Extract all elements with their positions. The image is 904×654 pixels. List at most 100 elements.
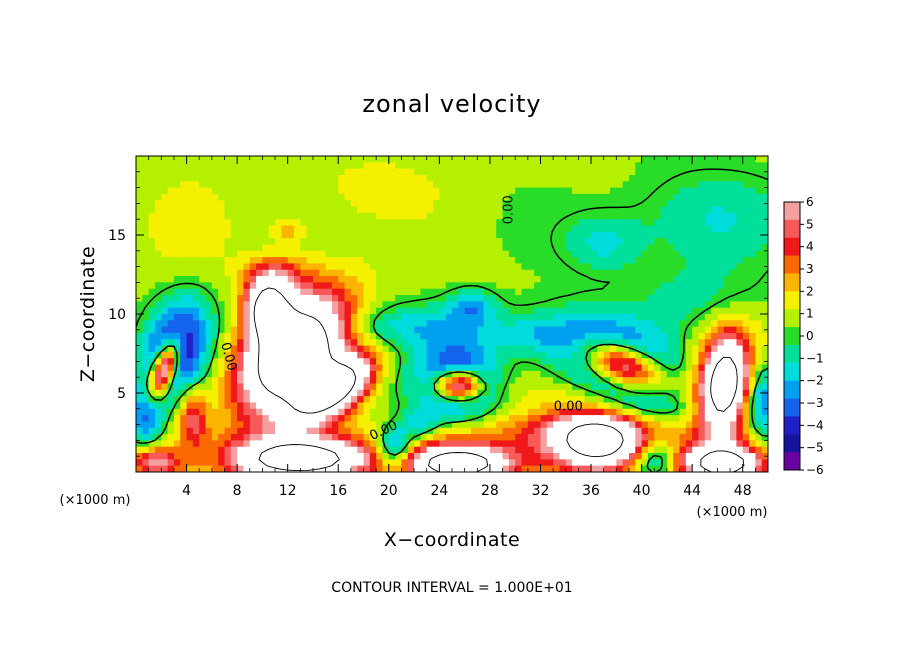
- field-cell: [249, 421, 257, 429]
- field-cell: [369, 453, 377, 460]
- field-cell: [458, 276, 466, 283]
- field-cell: [439, 465, 447, 472]
- field-cell: [199, 320, 207, 328]
- field-cell: [477, 219, 485, 227]
- field-cell: [647, 440, 655, 448]
- field-cell: [199, 370, 207, 378]
- field-cell: [369, 339, 377, 347]
- field-cell: [275, 225, 282, 233]
- field-cell: [167, 351, 175, 359]
- field-cell: [199, 408, 207, 416]
- field-cell: [211, 238, 219, 246]
- field-cell: [546, 244, 554, 252]
- field-cell: [275, 408, 282, 416]
- field-cell: [742, 427, 750, 435]
- field-cell: [414, 358, 421, 366]
- field-cell: [268, 276, 276, 283]
- field-cell: [426, 453, 434, 460]
- field-cell: [287, 238, 295, 246]
- field-cell: [312, 434, 320, 441]
- field-cell: [287, 415, 295, 423]
- field-cell: [205, 459, 213, 467]
- field-cell: [199, 465, 207, 472]
- field-cell: [350, 421, 358, 429]
- field-cell: [357, 351, 365, 359]
- field-cell: [736, 156, 744, 163]
- field-cell: [350, 181, 358, 189]
- field-cell: [433, 421, 440, 429]
- field-cell: [230, 446, 238, 454]
- field-cell: [338, 415, 346, 423]
- field-cell: [186, 225, 194, 233]
- field-cell: [540, 332, 548, 340]
- field-cell: [679, 364, 687, 372]
- field-cell: [584, 408, 592, 416]
- field-cell: [673, 250, 681, 258]
- field-cell: [489, 396, 497, 404]
- field-cell: [515, 345, 523, 353]
- field-cell: [521, 288, 529, 296]
- field-cell: [654, 427, 662, 435]
- field-cell: [237, 421, 245, 429]
- field-cell: [211, 377, 219, 385]
- field-cell: [610, 187, 617, 195]
- field-cell: [426, 314, 434, 321]
- field-cell: [711, 358, 719, 366]
- field-cell: [306, 288, 314, 296]
- field-cell: [660, 187, 668, 195]
- field-cell: [666, 200, 674, 208]
- field-cell: [369, 257, 377, 265]
- field-cell: [344, 276, 352, 283]
- field-cell: [572, 219, 579, 227]
- field-cell: [256, 415, 263, 423]
- field-cell: [515, 408, 523, 416]
- field-cell: [755, 187, 763, 195]
- field-cell: [704, 231, 712, 239]
- field-cell: [433, 212, 440, 220]
- field-cell: [439, 396, 447, 404]
- field-cell: [597, 250, 605, 258]
- field-cell: [218, 446, 226, 454]
- field-cell: [704, 174, 712, 182]
- field-cell: [603, 231, 611, 239]
- field-cell: [723, 187, 731, 195]
- field-cell: [262, 187, 270, 195]
- field-cell: [603, 174, 611, 182]
- field-cell: [344, 301, 352, 309]
- field-cell: [363, 200, 371, 208]
- field-cell: [742, 263, 750, 271]
- field-cell: [186, 263, 194, 271]
- field-cell: [742, 282, 750, 290]
- field-cell: [591, 257, 598, 265]
- field-cell: [414, 446, 421, 454]
- field-cell: [584, 276, 592, 283]
- field-cell: [224, 156, 232, 163]
- field-cell: [692, 326, 700, 334]
- field-cell: [136, 408, 143, 416]
- field-cell: [717, 345, 725, 353]
- field-cell: [407, 212, 415, 220]
- field-cell: [635, 459, 643, 467]
- field-cell: [755, 244, 763, 252]
- field-cell: [357, 200, 365, 208]
- field-cell: [704, 364, 712, 372]
- field-cell: [742, 250, 750, 258]
- field-cell: [420, 440, 428, 448]
- field-cell: [382, 225, 390, 233]
- field-cell: [395, 231, 403, 239]
- field-cell: [338, 263, 346, 271]
- field-cell: [483, 396, 491, 404]
- field-cell: [572, 377, 579, 385]
- field-cell: [211, 206, 219, 214]
- field-cell: [730, 446, 737, 454]
- field-cell: [565, 282, 573, 290]
- field-cell: [167, 402, 175, 410]
- field-cell: [515, 453, 523, 460]
- field-cell: [161, 219, 169, 227]
- field-cell: [452, 219, 459, 227]
- field-cell: [388, 225, 396, 233]
- field-cell: [249, 465, 257, 472]
- field-cell: [281, 459, 289, 467]
- field-cell: [192, 250, 200, 258]
- field-cell: [331, 345, 339, 353]
